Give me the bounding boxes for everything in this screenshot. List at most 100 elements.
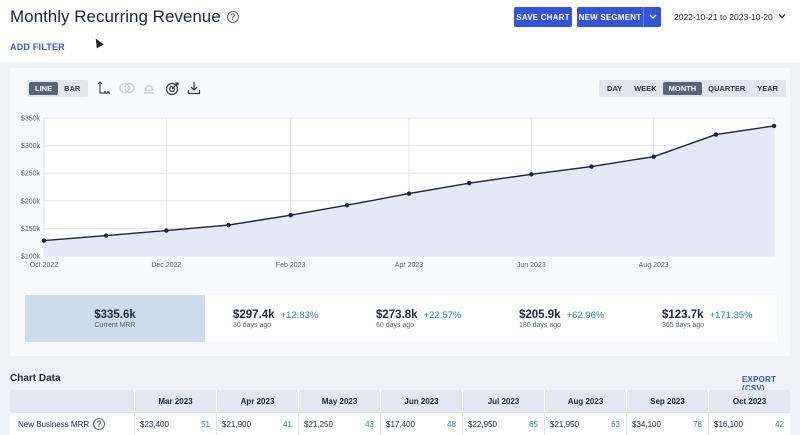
data-point xyxy=(344,203,350,208)
table-row: New Business MRR ? $23,400 51 $21,900 41 $… xyxy=(10,412,790,435)
y-tick-label: $250k xyxy=(21,171,41,178)
cell-count-link[interactable]: 43 xyxy=(365,419,374,429)
axis-icon[interactable] xyxy=(96,80,112,96)
table-column-header[interactable]: Mar 2023 xyxy=(134,390,216,412)
series-area xyxy=(44,125,774,257)
date-range-select[interactable]: 2022-10-21 to 2023-10-20 xyxy=(666,7,790,27)
page-title-wrap: Monthly Recurring Revenue ? xyxy=(10,7,239,27)
download-icon[interactable] xyxy=(186,80,202,96)
date-range-value: 2022-10-21 to 2023-10-20 xyxy=(674,12,773,22)
stat-60-days: $273.8k +22.57% 60 days ago xyxy=(348,295,491,342)
y-tick-label: $200k xyxy=(21,198,41,205)
question-circle-icon[interactable]: ? xyxy=(226,11,239,23)
cell-count-link[interactable]: 78 xyxy=(693,419,702,429)
x-tick-label: Jun 2023 xyxy=(517,262,546,269)
mouse-cursor-icon xyxy=(92,36,104,49)
cell-amount: $21,950 xyxy=(550,419,579,429)
x-tick-label: Dec 2022 xyxy=(151,262,181,269)
target-icon[interactable] xyxy=(164,80,180,96)
data-point xyxy=(651,154,656,159)
chart-type-bar[interactable]: BAR xyxy=(64,84,81,93)
table-cell: $17,400 48 xyxy=(380,413,462,435)
table-column-header[interactable]: May 2023 xyxy=(298,390,380,412)
cell-amount: $22,950 xyxy=(468,419,497,429)
y-tick-label: $100k xyxy=(21,254,41,261)
chevron-down-icon xyxy=(649,14,656,19)
stat-label: 180 days ago xyxy=(519,321,562,329)
table-column-header[interactable]: Jun 2023 xyxy=(380,390,462,412)
period-day[interactable]: DAY xyxy=(607,84,623,93)
stat-label: Current MRR xyxy=(94,321,136,329)
stat-value: $123.7k xyxy=(662,308,704,321)
x-tick-label: Aug 2023 xyxy=(639,262,669,269)
period-year[interactable]: YEAR xyxy=(757,84,779,93)
chart-data-title: Chart Data xyxy=(10,373,61,384)
table-column-header[interactable]: Apr 2023 xyxy=(216,390,298,412)
data-point xyxy=(41,238,47,243)
stat-change: +171.35% xyxy=(709,309,753,321)
stat-label: 30 days ago xyxy=(233,321,272,329)
stat-365-days: $123.7k +171.35% 365 days ago xyxy=(634,295,777,342)
mrr-chart: $100k $150k $200k $250k $300k $350k Oct 2022 De… xyxy=(21,116,777,269)
question-circle-icon[interactable]: ? xyxy=(93,418,106,430)
table-cell: $34,100 78 xyxy=(626,413,708,435)
x-tick-label: Apr 2023 xyxy=(395,262,424,269)
stat-value: $335.6k xyxy=(94,308,136,321)
top-bar: Monthly Recurring Revenue ? ADD FILTER S… xyxy=(0,0,800,62)
chart-data-table: Mar 2023 Apr 2023 May 2023 Jun 2023 Jul … xyxy=(10,390,790,435)
table-cell: $21,950 63 xyxy=(544,413,626,435)
chevron-down-icon xyxy=(778,14,786,19)
overlap-icon[interactable] xyxy=(119,80,135,96)
chart-type-toggle: LINE BAR xyxy=(27,80,89,97)
y-tick-label: $300k xyxy=(21,143,41,150)
cell-count-link[interactable]: 65 xyxy=(529,419,538,429)
new-segment-button[interactable]: NEW SEGMENT xyxy=(577,7,643,27)
table-cell: $21,250 43 xyxy=(298,413,380,435)
period-week[interactable]: WEEK xyxy=(634,84,657,93)
cell-count-link[interactable]: 51 xyxy=(201,419,210,429)
save-chart-button[interactable]: SAVE CHART xyxy=(514,7,572,27)
data-point xyxy=(466,180,472,186)
stat-label: 60 days ago xyxy=(376,321,415,329)
table-cell: $21,900 41 xyxy=(216,413,298,435)
cell-amount: $21,250 xyxy=(304,419,333,429)
stat-change: +22.57% xyxy=(423,309,462,321)
table-column-header[interactable]: Sep 2023 xyxy=(626,390,708,412)
add-filter-button[interactable]: ADD FILTER xyxy=(10,42,65,52)
cell-count-link[interactable]: 41 xyxy=(283,419,292,429)
table-column-header[interactable]: Oct 2023 xyxy=(708,390,790,412)
row-label: New Business MRR ? xyxy=(10,413,134,435)
stat-value: $205.9k xyxy=(519,308,561,321)
stat-30-days: $297.4k +12.83% 30 days ago xyxy=(205,295,348,342)
stack-icon[interactable] xyxy=(141,80,157,96)
y-tick-label: $150k xyxy=(21,226,41,233)
stat-change: +62.96% xyxy=(566,309,605,321)
cell-count-link[interactable]: 42 xyxy=(775,419,784,429)
cell-amount: $16,100 xyxy=(714,419,743,429)
cell-amount: $34,100 xyxy=(632,419,661,429)
page-title: Monthly Recurring Revenue xyxy=(10,7,221,26)
cell-amount: $23,400 xyxy=(140,419,169,429)
data-point xyxy=(103,233,109,238)
cell-count-link[interactable]: 48 xyxy=(447,419,456,429)
table-column-header[interactable]: Aug 2023 xyxy=(544,390,626,412)
data-point xyxy=(288,212,293,218)
cell-amount: $21,900 xyxy=(222,419,251,429)
x-tick-label: Feb 2023 xyxy=(276,262,306,269)
period-quarter[interactable]: QUARTER xyxy=(708,84,746,93)
data-point xyxy=(406,191,412,196)
table-header: Mar 2023 Apr 2023 May 2023 Jun 2023 Jul … xyxy=(10,390,790,412)
stat-current: $335.6k Current MRR xyxy=(25,295,205,342)
table-column-header[interactable]: Jul 2023 xyxy=(462,390,544,412)
chart-panel: LINE BAR DAY WEEK MONTH QUARTER YEAR $10… xyxy=(10,68,790,356)
cell-count-link[interactable]: 63 xyxy=(611,419,620,429)
chart-type-line[interactable]: LINE xyxy=(29,82,59,95)
data-point xyxy=(529,172,534,177)
stat-value: $273.8k xyxy=(376,308,418,321)
export-csv-button[interactable]: EXPORT (CSV) xyxy=(742,375,777,393)
x-tick-label: Oct 2022 xyxy=(30,262,59,269)
table-header-blank xyxy=(10,390,134,412)
new-segment-dropdown-button[interactable] xyxy=(643,7,661,27)
period-month[interactable]: MONTH xyxy=(662,82,703,95)
data-point xyxy=(164,228,169,233)
